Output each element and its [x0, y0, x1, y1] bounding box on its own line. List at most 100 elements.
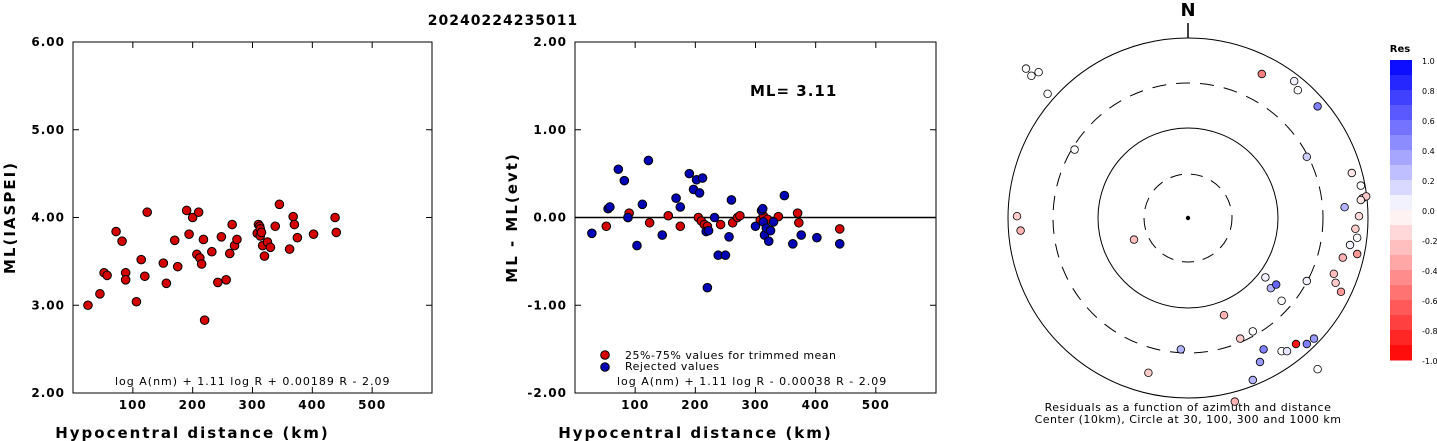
colorbar-segment [1390, 240, 1412, 256]
blue-point [757, 203, 768, 214]
station-marker [1351, 224, 1360, 233]
station-marker [1302, 276, 1311, 286]
colorbar-tick-label: 0.4 [1422, 147, 1435, 156]
station-marker [1248, 375, 1257, 385]
station-marker [1144, 368, 1153, 377]
blue-point [605, 202, 615, 212]
red-point [140, 271, 150, 282]
red-point [102, 270, 112, 281]
y-tick-label: 2.00 [31, 386, 65, 400]
red-point [212, 277, 223, 288]
y-tick-label: -2.00 [527, 386, 567, 400]
red-point [834, 224, 845, 234]
azimuth-panel: N Residuals as a function of azimuth and … [1007, 0, 1437, 426]
station-marker [1012, 211, 1022, 221]
red-point [270, 221, 281, 232]
colorbar-segment [1390, 315, 1412, 331]
legend-red-marker [600, 350, 610, 360]
red-point [193, 207, 204, 218]
y-tick-label: 0.00 [533, 211, 567, 225]
blue-point [637, 199, 648, 210]
blue-point [763, 236, 774, 246]
colorbar-segment [1390, 270, 1412, 286]
station-marker [1176, 345, 1185, 354]
red-point [308, 229, 319, 239]
y-tick-label: 2.00 [533, 35, 567, 49]
red-point [187, 212, 198, 223]
blue-point [671, 193, 681, 203]
red-point [136, 254, 147, 265]
colorbar-segment [1390, 285, 1412, 301]
station-marker [1129, 235, 1139, 244]
colorbar-tick-label: -0.6 [1422, 297, 1437, 306]
station-marker [1282, 347, 1292, 356]
red-point [715, 219, 726, 230]
red-point [675, 221, 686, 232]
blue-point [750, 221, 761, 232]
station-marker [1043, 89, 1052, 98]
red-point [292, 232, 303, 243]
red-point [117, 236, 127, 246]
x-tick-label: 200 [179, 398, 207, 412]
colorbar-tick-label: 0.0 [1422, 207, 1435, 216]
red-point [735, 210, 745, 221]
station-marker [1347, 168, 1356, 178]
station-marker [1331, 278, 1340, 287]
colorbar-segment [1390, 195, 1412, 211]
ml-value: ML= 3.11 [750, 82, 837, 100]
red-point [644, 217, 655, 228]
red-point [169, 235, 180, 246]
caption-line-1: Residuals as a function of azimuth and d… [1045, 401, 1332, 414]
colorbar-segment [1390, 90, 1412, 106]
legend-blue-marker [600, 362, 610, 372]
blue-point [834, 239, 845, 249]
colorbar-segment [1390, 255, 1412, 271]
station-marker [1354, 211, 1364, 221]
colorbar-segment [1390, 120, 1412, 136]
y-axis-label: ML - ML(evt) [503, 152, 521, 282]
center-dot [1185, 215, 1191, 221]
blue-point [587, 228, 597, 239]
red-point [284, 244, 295, 254]
colorbar-tick-label: -0.2 [1422, 237, 1437, 246]
red-point [196, 259, 207, 269]
blue-point [720, 250, 731, 261]
blue-point [675, 202, 686, 212]
station-marker [1277, 296, 1286, 305]
station-marker [1219, 311, 1229, 320]
blue-point [765, 225, 776, 236]
colorbar-segment [1390, 105, 1412, 121]
residual-panel: 100 200 300 400 500 -2.00 -1.00 0.00 1.00 2.00 Hyp… [503, 35, 937, 441]
y-tick-label: 5.00 [31, 123, 65, 137]
station-marker [1356, 181, 1365, 190]
station-marker [1257, 69, 1266, 79]
blue-point [788, 239, 798, 249]
red-point [158, 258, 169, 268]
station-marker [1313, 102, 1322, 111]
station-marker [1248, 327, 1257, 336]
red-point [131, 296, 142, 307]
red-point [601, 221, 612, 232]
red-point [142, 207, 152, 218]
blue-point [726, 195, 737, 205]
colorbar-tick-label: -0.4 [1422, 267, 1437, 276]
red-point [259, 251, 270, 261]
station-marker [1340, 202, 1349, 212]
blue-point [697, 173, 708, 183]
red-point [221, 275, 231, 285]
blue-point [619, 175, 630, 186]
colorbar-segment [1390, 330, 1412, 346]
formula-text: log A(nm) + 1.11 log R - 0.00038 R - 2.0… [617, 375, 887, 388]
red-point [161, 278, 172, 289]
red-point [331, 227, 342, 238]
red-point [227, 219, 237, 230]
x-tick-label: 300 [741, 398, 769, 412]
blue-point [724, 232, 734, 242]
blue-point [796, 230, 807, 240]
blue-point [709, 212, 720, 223]
station-marker [1259, 345, 1268, 354]
red-point [207, 246, 217, 257]
colorbar-segment [1390, 225, 1412, 241]
y-tick-label: 6.00 [31, 35, 65, 49]
